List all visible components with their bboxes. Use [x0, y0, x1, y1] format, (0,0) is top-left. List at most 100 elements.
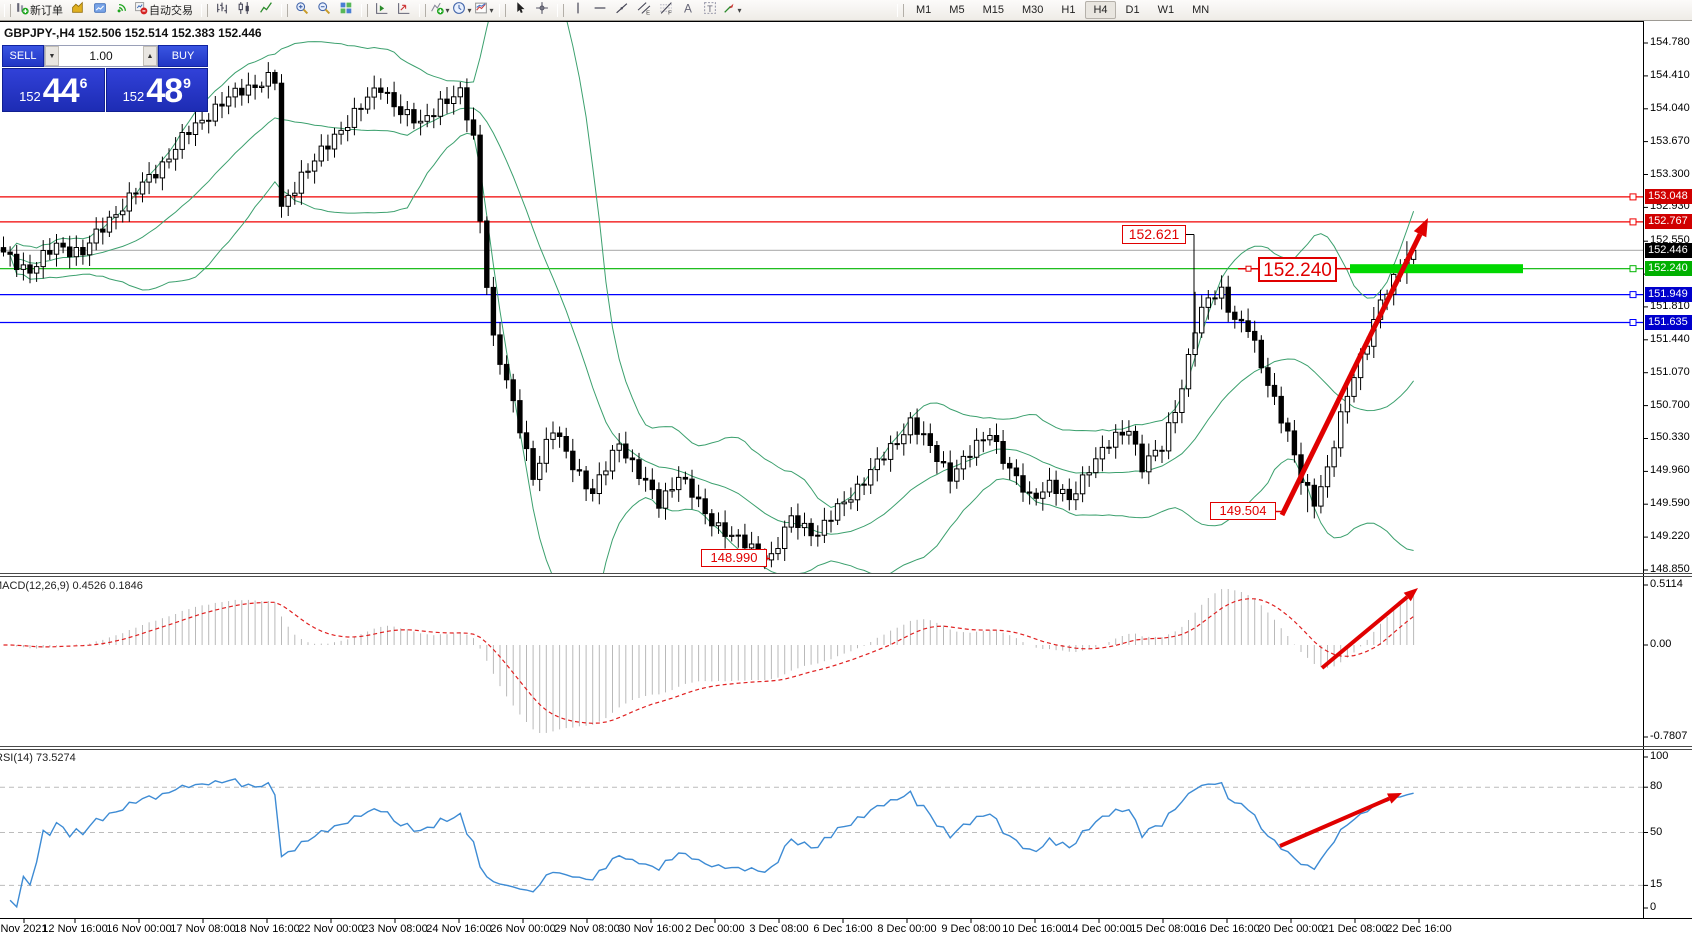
chevron-down-icon[interactable]: ▾: [489, 5, 494, 15]
crosshair-icon: [535, 1, 549, 20]
label-icon: T: [703, 1, 717, 20]
autotrade-label: 自动交易: [149, 5, 193, 17]
toolbar: 新订单 自动交易 ▾ ▾ ▾ E F A T ▾ M1 M5 M15 M30 H1 H4 D1 W1 MN: [0, 0, 1692, 21]
volume-input[interactable]: [59, 46, 143, 66]
chart-title: GBPJPY-,H4 152.506 152.514 152.383 152.4…: [4, 26, 262, 40]
periods-button[interactable]: ▾: [451, 1, 473, 19]
trendline-button[interactable]: [611, 1, 633, 19]
cursor-button[interactable]: [509, 1, 531, 19]
indicators-button[interactable]: ▾: [429, 1, 451, 19]
tile-windows-button[interactable]: [335, 1, 357, 19]
svg-text:F: F: [668, 10, 672, 15]
chart-shift-button[interactable]: [371, 1, 393, 19]
zoom-out-icon: [317, 1, 331, 20]
toolbar-grip[interactable]: [4, 3, 11, 17]
svg-text:T: T: [707, 3, 713, 13]
zoom-in-button[interactable]: [291, 1, 313, 19]
indicators-icon: [430, 1, 445, 20]
new-order-icon: [15, 1, 29, 20]
bid-sup: 6: [79, 75, 88, 91]
candlestick-chart-icon: [237, 1, 251, 20]
autotrade-icon: [134, 1, 148, 20]
callout-resistance-152621[interactable]: 152.621: [1122, 225, 1186, 244]
crosshair-button[interactable]: [531, 1, 553, 19]
timeframe-m30[interactable]: M30: [1021, 4, 1044, 16]
sell-button[interactable]: SELL: [2, 45, 44, 67]
timeframe-w1[interactable]: W1: [1157, 4, 1175, 16]
fibonacci-button[interactable]: F: [655, 1, 677, 19]
vline-icon: [571, 1, 585, 20]
market-watch-icon: [93, 1, 107, 20]
timeframe-h4[interactable]: H4: [1085, 1, 1116, 19]
chevron-down-icon[interactable]: ▾: [445, 5, 450, 15]
callout-low-148990[interactable]: 148.990: [701, 549, 767, 567]
text-button[interactable]: A: [677, 1, 699, 19]
hline-icon: [593, 1, 607, 20]
bid-price[interactable]: 152 44 6: [2, 68, 105, 112]
channel-icon: E: [637, 1, 651, 20]
templates-button[interactable]: ▾: [473, 1, 495, 19]
timeframe-d1[interactable]: D1: [1125, 4, 1140, 16]
new-order-button[interactable]: 新订单: [14, 1, 67, 19]
toolbar-grip[interactable]: [557, 3, 564, 17]
line-chart-button[interactable]: [255, 1, 277, 19]
timeframe-m15[interactable]: M15: [982, 4, 1004, 16]
signal-button[interactable]: [111, 1, 133, 19]
ask-big: 48: [146, 72, 183, 110]
templates-icon: [474, 1, 488, 20]
toolbar-grip[interactable]: [281, 3, 288, 17]
toolbar-grip[interactable]: [419, 3, 426, 17]
toolbar-grip[interactable]: [361, 3, 368, 17]
svg-text:A: A: [684, 1, 692, 15]
zoom-out-button[interactable]: [313, 1, 335, 19]
trendline-icon: [615, 1, 629, 20]
timeframe-m5[interactable]: M5: [949, 4, 965, 16]
chevron-down-icon[interactable]: ▾: [737, 5, 742, 15]
channel-button[interactable]: E: [633, 1, 655, 19]
fibonacci-icon: F: [659, 1, 673, 20]
zoom-in-icon: [295, 1, 309, 20]
volume-increase-button[interactable]: ▲: [143, 46, 157, 66]
auto-scroll-icon: [397, 1, 411, 20]
autotrade-button[interactable]: 自动交易: [133, 1, 197, 19]
ask-sup: 9: [183, 75, 191, 91]
ask-price[interactable]: 152 48 9: [105, 68, 208, 112]
candlestick-chart-button[interactable]: [233, 1, 255, 19]
bid-prefix: 152: [19, 89, 41, 104]
volume-decrease-button[interactable]: ▼: [45, 46, 59, 66]
chevron-down-icon[interactable]: ▾: [467, 5, 472, 15]
profile-button[interactable]: [67, 1, 89, 19]
new-order-label: 新订单: [30, 5, 63, 17]
arrows-icon: [722, 1, 736, 20]
svg-text:E: E: [646, 10, 650, 15]
bar-chart-icon: [215, 1, 229, 20]
callout-pivot-152240[interactable]: 152.240: [1258, 257, 1337, 282]
buy-button[interactable]: BUY: [158, 45, 208, 67]
line-chart-icon: [259, 1, 273, 20]
market-watch-button[interactable]: [89, 1, 111, 19]
timeframe-m1[interactable]: M1: [916, 4, 932, 16]
signal-icon: [115, 1, 129, 20]
bar-chart-button[interactable]: [211, 1, 233, 19]
text-icon: A: [681, 1, 695, 20]
hline-button[interactable]: [589, 1, 611, 19]
timeframe-h1[interactable]: H1: [1061, 4, 1076, 16]
tile-windows-icon: [339, 1, 353, 20]
label-button[interactable]: T: [699, 1, 721, 19]
auto-scroll-button[interactable]: [393, 1, 415, 19]
arrows-button[interactable]: ▾: [721, 1, 743, 19]
toolbar-grip[interactable]: [499, 3, 506, 17]
volume-stepper: ▼ ▲: [44, 45, 158, 67]
chart-shift-icon: [375, 1, 389, 20]
toolbar-grip[interactable]: [201, 3, 208, 17]
profile-icon: [71, 1, 85, 20]
periods-icon: [452, 1, 466, 20]
cursor-icon: [513, 1, 527, 20]
vline-button[interactable]: [567, 1, 589, 19]
rsi-label: RSI(14) 73.5274: [0, 752, 76, 764]
callout-low-149504[interactable]: 149.504: [1210, 502, 1276, 520]
timeframe-mn[interactable]: MN: [1192, 4, 1210, 16]
